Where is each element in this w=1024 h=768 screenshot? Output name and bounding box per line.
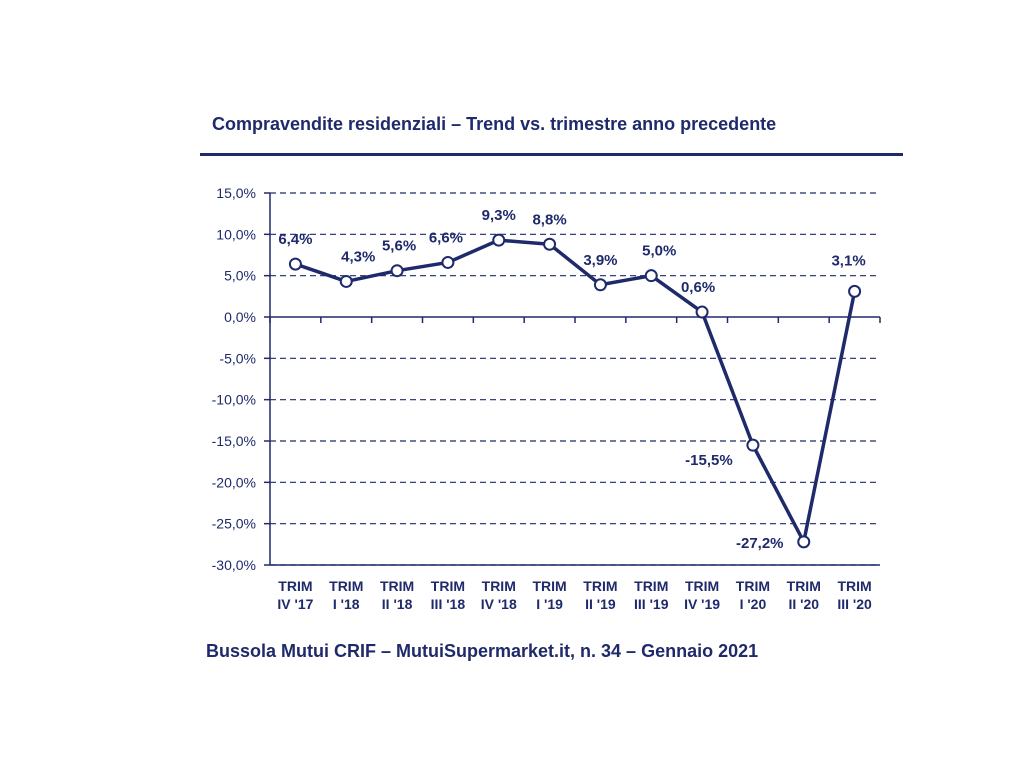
x-tick-label: TRIM III '18 [431,578,466,612]
series-line-path [294,238,857,544]
y-tick-label: -15,0% [212,433,256,449]
source-footer: Bussola Mutui CRIF – MutuiSupermarket.it… [206,641,759,661]
y-tick-label: -10,0% [212,392,256,408]
title-underline [200,153,903,156]
data-label: -27,2% [736,535,784,552]
y-tick-label: 0,0% [224,309,256,325]
y-tick-label: -30,0% [212,557,256,573]
data-label: 6,6% [429,229,463,246]
data-point [492,233,506,247]
data-label: 8,8% [532,211,566,228]
data-label: 5,0% [642,243,676,260]
series-line [294,238,857,544]
data-point [644,269,658,283]
data-points [288,233,862,549]
y-tick-label: 15,0% [216,185,256,201]
data-label: 4,3% [341,248,375,265]
data-point [441,255,455,269]
data-point [339,274,353,288]
data-point [848,284,862,298]
y-tick-label: 5,0% [224,268,256,284]
x-tick-label: TRIM II '18 [380,578,414,612]
data-point [543,237,557,251]
data-point [746,438,760,452]
axes [264,192,881,566]
y-tick-label: 10,0% [216,226,256,242]
data-label: 9,3% [482,207,516,224]
data-point [288,257,302,271]
x-tick-label: TRIM I '20 [736,578,770,612]
x-tick-label: TRIM II '19 [583,578,617,612]
data-label: 6,4% [278,231,312,248]
x-tick-label: TRIM I '19 [532,578,566,612]
data-label: 0,6% [681,279,715,296]
x-tick-label: TRIM I '18 [329,578,363,612]
y-tick-label: -25,0% [212,516,256,532]
data-label: 3,9% [583,252,617,269]
y-tick-labels: 15,0% 10,0% 5,0% 0,0% -5,0% -10,0% -15,0% -20,0… [212,185,256,573]
y-tick-label: -20,0% [212,474,256,490]
data-label: -15,5% [685,452,733,469]
x-tick-labels: TRIM IV '17 TRIM I '18 TRIM II '18 TRIM III '18… [277,578,872,612]
x-tick-label: TRIM IV '18 [481,578,517,612]
data-labels: 6,4% 4,3% 5,6% 6,6% 9,3% 8,8% 3,9% 5,0% 0,6% -15,… [278,207,865,552]
data-label: 3,1% [831,252,865,269]
x-tick-label: TRIM IV '19 [684,578,720,612]
data-point [593,278,607,292]
data-label: 5,6% [382,238,416,255]
data-point [390,264,404,278]
x-tick-label: TRIM III '20 [837,578,872,612]
gridlines [270,192,880,566]
x-tick-label: TRIM IV '17 [277,578,313,612]
chart-title: Compravendite residenziali – Trend vs. t… [212,114,777,134]
x-tick-label: TRIM II '20 [787,578,821,612]
y-tick-label: -5,0% [219,350,256,366]
x-tick-label: TRIM III '19 [634,578,669,612]
data-point [695,305,709,319]
data-point [797,535,811,549]
